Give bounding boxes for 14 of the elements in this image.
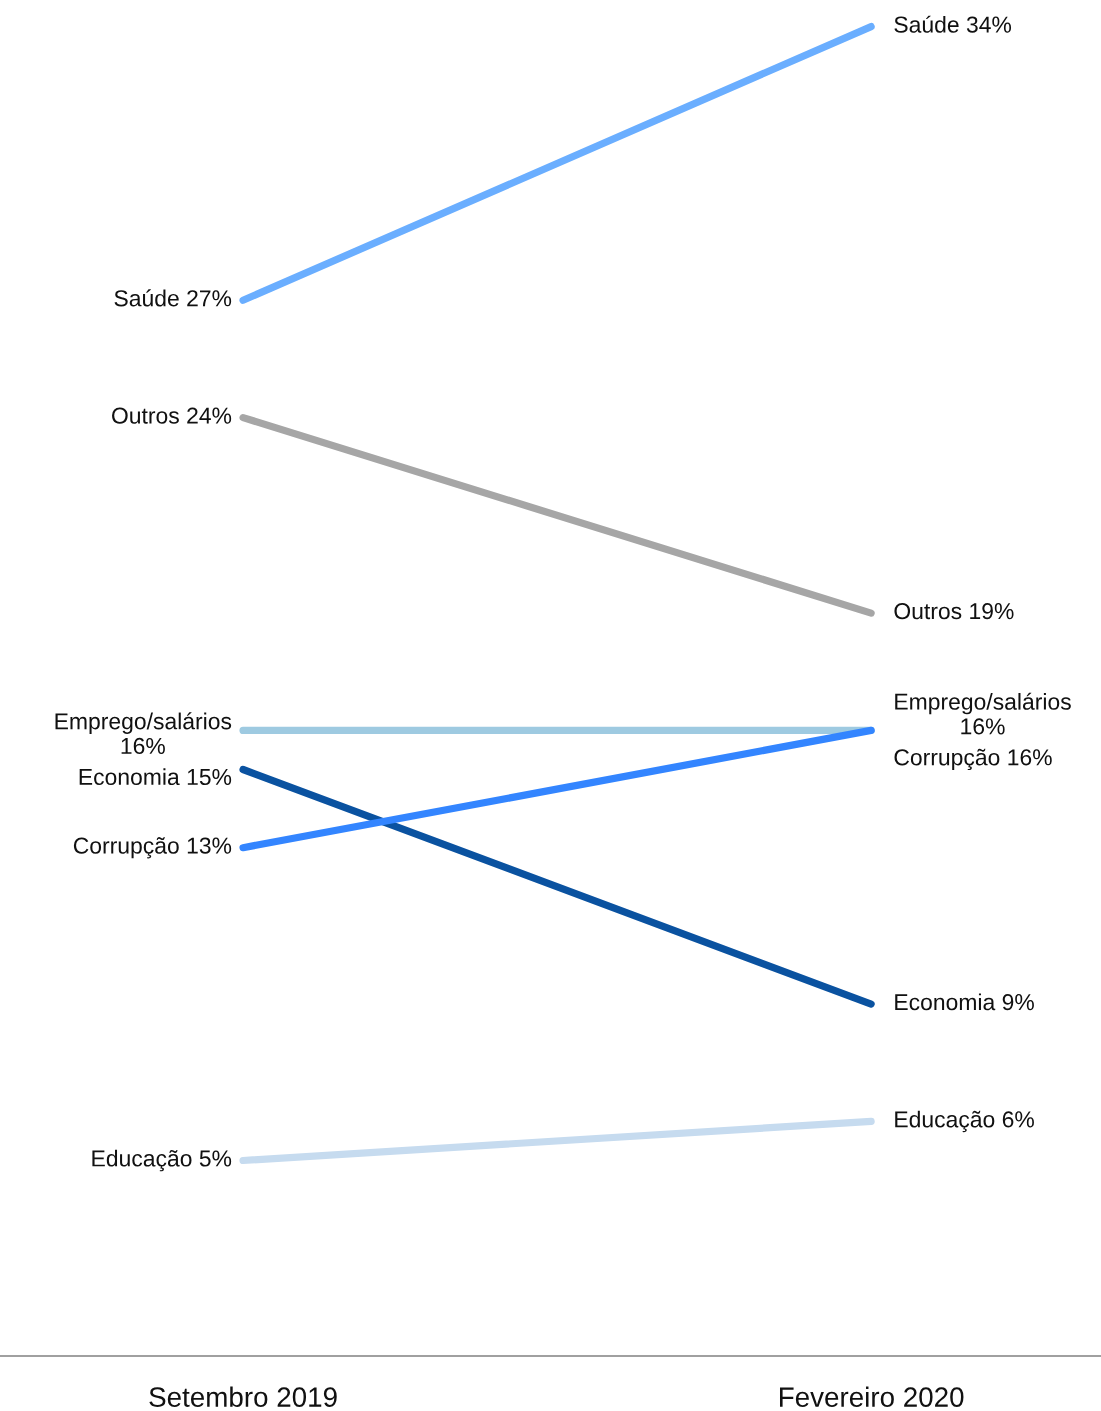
- data-label: Educação 5%: [92, 1149, 232, 1172]
- data-label: Corrupção 13%: [73, 837, 232, 859]
- data-label: Saúde 34%: [894, 15, 1012, 33]
- data-label: Emprego/salários 16%: [55, 712, 232, 755]
- data-label: Emprego/salários 16%: [895, 692, 1071, 735]
- x-tick-label: Fevereiro 2020: [780, 1386, 964, 1407]
- data-label: Economia 9%: [895, 993, 1034, 1011]
- data-label: Outros 19%: [894, 603, 1014, 620]
- data-label: Educação 6%: [895, 1110, 1034, 1133]
- data-label: Corrupção 16%: [894, 748, 1052, 771]
- data-label: Outros 24%: [112, 407, 232, 424]
- data-label: Saúde 27%: [114, 289, 232, 307]
- data-label: Economia 15%: [79, 768, 232, 786]
- x-tick-label: Setembro 2019: [149, 1386, 337, 1407]
